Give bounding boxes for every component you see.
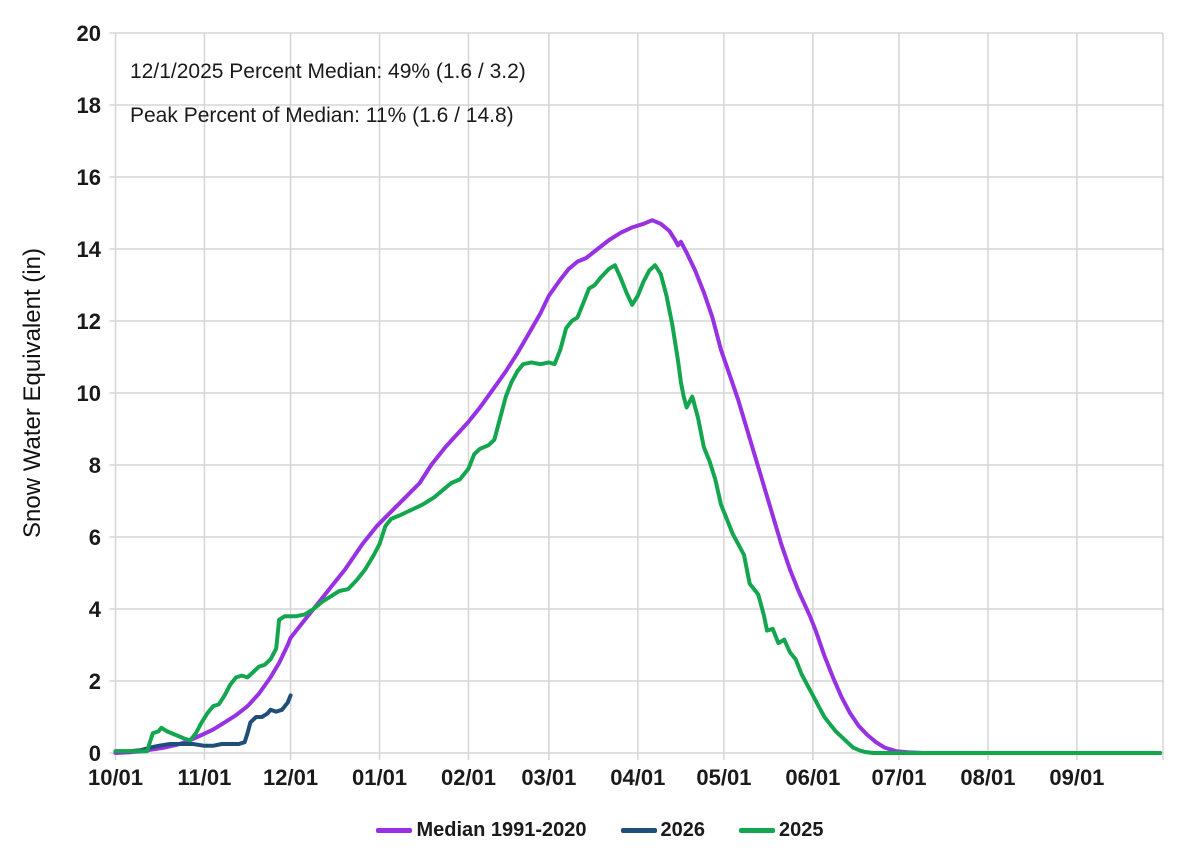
legend-swatch-2026 xyxy=(620,828,657,833)
x-tick-label: 02/01 xyxy=(441,765,496,790)
legend-label-median: Median 1991-2020 xyxy=(416,819,587,841)
series-lines xyxy=(113,218,1163,755)
x-tick-label: 12/01 xyxy=(263,765,318,790)
gridlines xyxy=(109,32,1164,760)
y-tick-label: 14 xyxy=(77,237,102,262)
legend: Median 1991-2020 2026 2025 xyxy=(0,819,1200,842)
x-tick-label: 04/01 xyxy=(610,765,665,790)
y-axis-labels: 0 2 4 6 8 10 12 14 16 18 20 xyxy=(77,21,102,766)
y-tick-label: 16 xyxy=(77,165,101,190)
y-tick-label: 10 xyxy=(77,381,101,406)
series-line-2025 xyxy=(113,263,1163,755)
legend-item-median: Median 1991-2020 xyxy=(376,819,587,842)
legend-swatch-median xyxy=(376,828,413,833)
y-axis-title: Snow Water Equivalent (in) xyxy=(19,248,46,538)
x-tick-label: 09/01 xyxy=(1049,765,1104,790)
x-tick-label: 11/01 xyxy=(178,765,232,790)
y-tick-label: 8 xyxy=(89,453,101,478)
annotation-peak-percent: Peak Percent of Median: 11% (1.6 / 14.8) xyxy=(130,104,514,127)
legend-label-2025: 2025 xyxy=(779,819,824,841)
x-tick-label: 10/01 xyxy=(88,765,143,790)
x-tick-label: 03/01 xyxy=(521,765,576,790)
x-axis-labels: 10/01 11/01 12/01 01/01 02/01 03/01 04/01 05/01… xyxy=(88,765,1104,790)
legend-label-2026: 2026 xyxy=(660,819,706,841)
x-tick-label: 07/01 xyxy=(871,765,926,790)
y-tick-label: 0 xyxy=(89,741,101,766)
x-tick-label: 01/01 xyxy=(352,765,407,790)
series-line-median-1991-2020 xyxy=(113,218,1163,755)
x-tick-label: 08/01 xyxy=(960,765,1015,790)
legend-item-2025: 2025 xyxy=(739,819,824,842)
series-line-2026 xyxy=(113,693,293,754)
x-tick-label: 06/01 xyxy=(785,765,840,790)
y-tick-label: 6 xyxy=(89,525,101,550)
y-tick-label: 12 xyxy=(77,309,101,334)
annotation-percent-median: 12/1/2025 Percent Median: 49% (1.6 / 3.2… xyxy=(130,60,526,83)
y-tick-label: 18 xyxy=(77,93,101,118)
y-tick-label: 4 xyxy=(89,597,102,622)
y-tick-label: 20 xyxy=(77,21,101,46)
x-tick-label: 05/01 xyxy=(696,765,751,790)
legend-item-2026: 2026 xyxy=(620,819,706,842)
legend-swatch-2025 xyxy=(739,828,776,833)
y-tick-label: 2 xyxy=(89,669,101,694)
